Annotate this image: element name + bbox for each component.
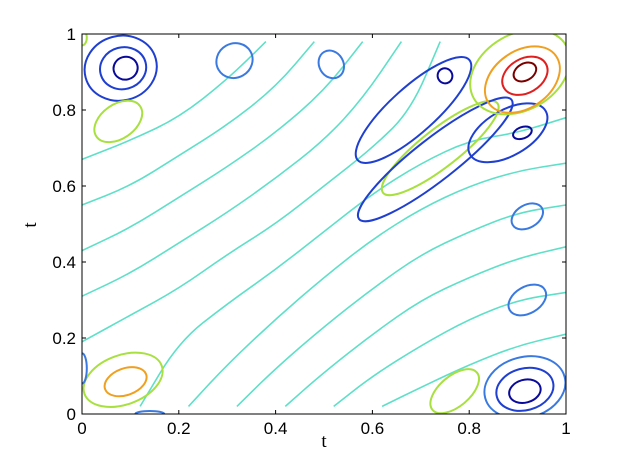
contour-ring xyxy=(215,42,254,80)
contour-ring xyxy=(429,368,480,414)
contour-ring xyxy=(112,55,139,81)
y-tick-label: 0.8 xyxy=(52,101,76,120)
y-tick-label: 0.6 xyxy=(52,177,76,196)
contour-ring xyxy=(483,45,561,114)
x-tick-label: 0.4 xyxy=(264,419,288,438)
contour-ring xyxy=(82,352,88,385)
y-tick-label: 1 xyxy=(67,25,76,44)
contour-line xyxy=(82,41,267,161)
y-tick-label: 0 xyxy=(67,405,76,424)
contour-ring xyxy=(317,49,346,80)
x-tick-label: 1 xyxy=(561,419,570,438)
x-tick-label: 0.2 xyxy=(167,419,191,438)
contour-ring xyxy=(82,34,88,47)
x-tick-label: 0.6 xyxy=(361,419,385,438)
contour-line xyxy=(236,204,566,407)
contour-line xyxy=(333,291,566,408)
contour-lines xyxy=(82,34,566,414)
y-axis-label: t xyxy=(20,222,41,228)
contour-ring xyxy=(103,366,148,398)
y-axis: 0 0.2 0.4 0.6 0.8 1 xyxy=(52,25,566,424)
y-tick-label: 0.2 xyxy=(52,329,76,348)
y-tick-label: 0.4 xyxy=(52,253,76,272)
contour-ring xyxy=(501,55,549,96)
contour-ring xyxy=(99,46,148,91)
contour-ring xyxy=(510,202,545,231)
contour-ring xyxy=(495,366,555,412)
contour-ring xyxy=(134,410,166,414)
contour-ring xyxy=(512,61,538,83)
contour-line xyxy=(82,41,364,252)
contour-line xyxy=(284,246,566,407)
contour-line xyxy=(82,41,441,343)
x-axis-label: t xyxy=(321,431,327,452)
contour-ring xyxy=(508,378,542,404)
contour-ring xyxy=(436,67,454,85)
contour-ring xyxy=(93,99,144,144)
contour-ring xyxy=(469,34,566,116)
contour-line xyxy=(187,162,566,407)
contour-ring xyxy=(512,125,533,141)
x-tick-label: 0 xyxy=(77,419,86,438)
contour-ring xyxy=(83,34,158,102)
contour-line xyxy=(82,41,403,297)
contour-ring xyxy=(507,283,548,317)
x-tick-label: 0.8 xyxy=(457,419,481,438)
contour-ring xyxy=(354,56,473,164)
contour-ring xyxy=(356,96,514,223)
contour-ring xyxy=(380,99,500,197)
plot-frame xyxy=(81,33,567,415)
x-axis: 0 0.2 0.4 0.6 0.8 1 xyxy=(77,34,571,438)
contour-ring xyxy=(82,351,164,408)
contour-ring xyxy=(483,355,566,414)
contour-line xyxy=(381,333,566,408)
contour-line xyxy=(139,116,566,407)
contour-line xyxy=(82,41,315,206)
